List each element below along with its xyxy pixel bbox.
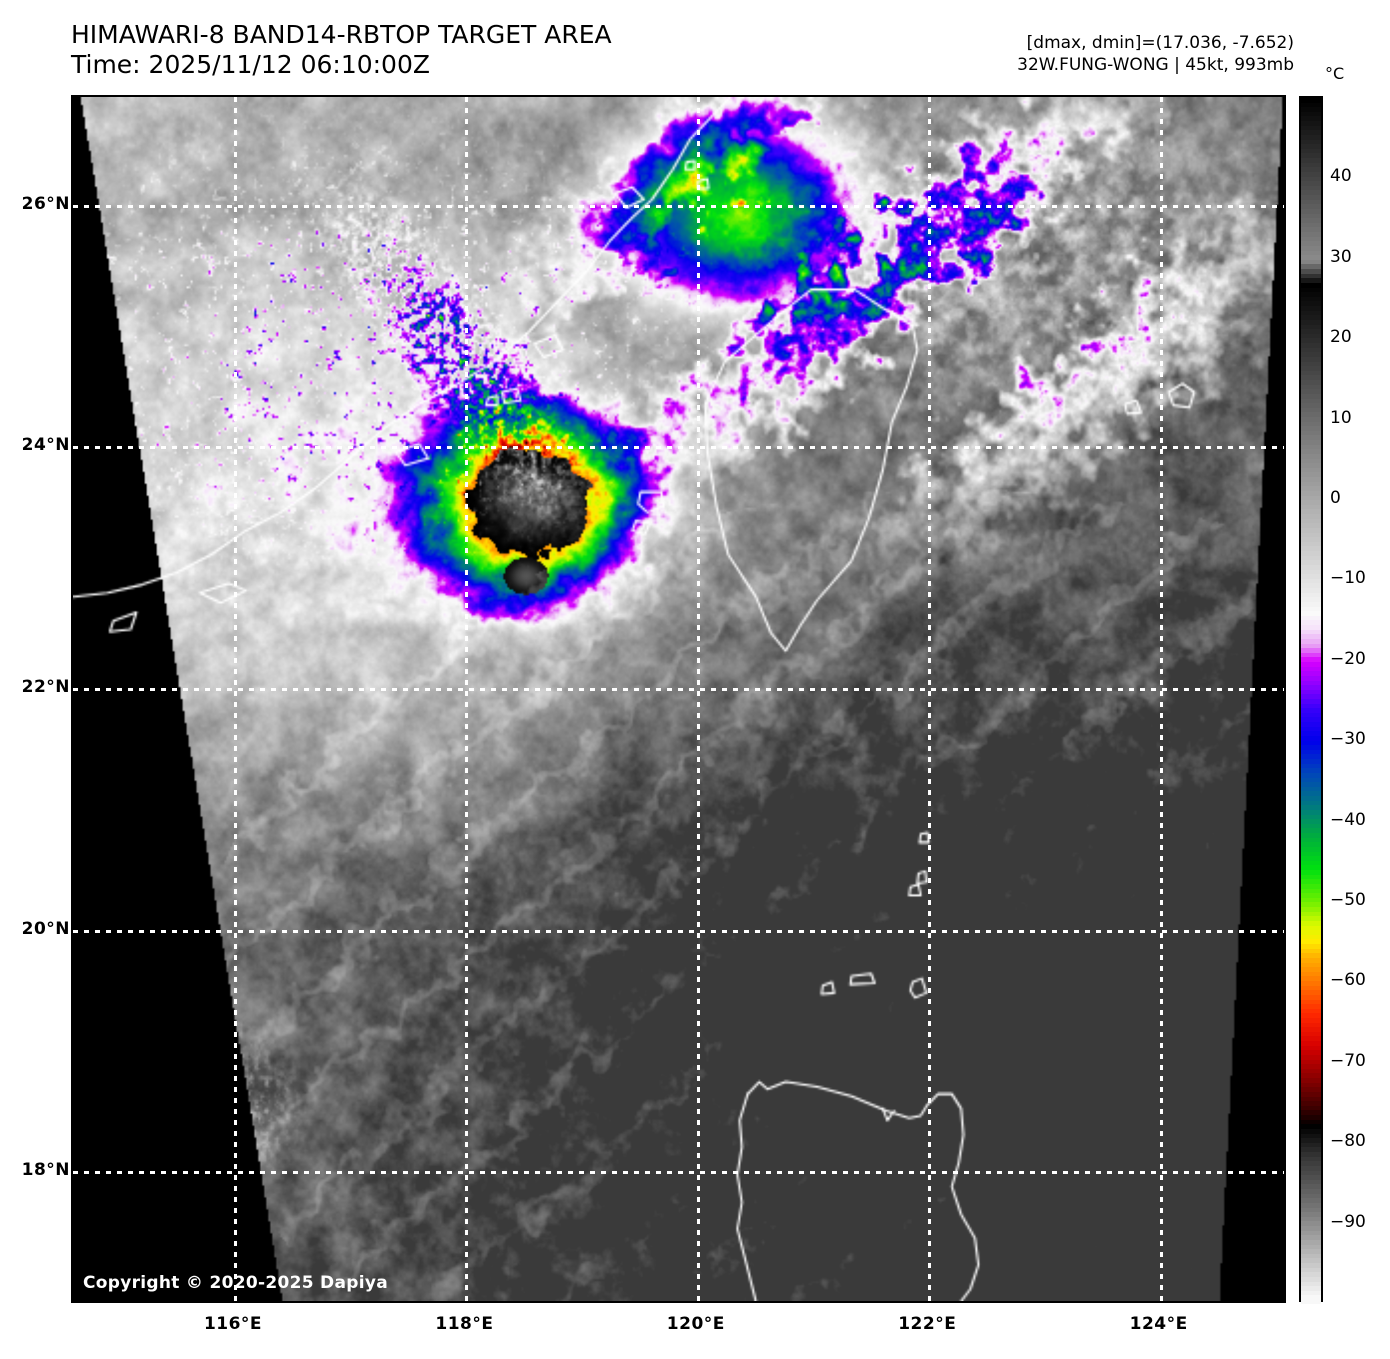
colorbar-tick-label: 20 bbox=[1330, 327, 1352, 348]
lon-tick-label: 116°E bbox=[203, 1314, 263, 1334]
satellite-image-plot[interactable]: Copyright © 2020-2025 Dapiya bbox=[71, 95, 1286, 1303]
lon-tick-label: 120°E bbox=[666, 1314, 725, 1334]
colorbar-tick-label: 10 bbox=[1330, 407, 1352, 428]
colorbar-gradient bbox=[1301, 98, 1321, 1305]
copyright-text: Copyright © 2020-2025 Dapiya bbox=[83, 1273, 388, 1293]
colorbar-tick-label: 0 bbox=[1330, 488, 1341, 508]
page-title: HIMAWARI-8 BAND14-RBTOP TARGET AREA Time… bbox=[71, 20, 612, 80]
colorbar-tick-label: −80 bbox=[1330, 1131, 1366, 1152]
colorbar-tick-label: −60 bbox=[1330, 970, 1366, 991]
lon-tick-label: 118°E bbox=[435, 1314, 494, 1334]
lat-tick-label: 20°N bbox=[21, 918, 70, 939]
satellite-imagery bbox=[73, 97, 1284, 1301]
lat-tick-label: 18°N bbox=[21, 1160, 70, 1181]
lat-tick-label: 22°N bbox=[21, 676, 70, 697]
colorbar-tick-label: 30 bbox=[1330, 246, 1352, 267]
title-time: Time: 2025/11/12 06:10:00Z bbox=[71, 50, 430, 79]
colorbar-unit-label: °C bbox=[1325, 64, 1345, 83]
lon-tick-label: 122°E bbox=[898, 1314, 957, 1334]
colorbar-tick-label: −20 bbox=[1330, 648, 1366, 669]
lon-tick-label: 124°E bbox=[1129, 1314, 1188, 1334]
storm-label: 32W.FUNG-WONG | 45kt, 993mb bbox=[1017, 55, 1294, 75]
colorbar[interactable] bbox=[1299, 96, 1323, 1305]
title-product: HIMAWARI-8 BAND14-RBTOP TARGET AREA bbox=[71, 20, 612, 49]
colorbar-tick-label: −90 bbox=[1330, 1211, 1366, 1232]
colorbar-tick-label: −10 bbox=[1330, 568, 1366, 589]
dmax-dmin-label: [dmax, dmin]=(17.036, -7.652) bbox=[1026, 33, 1294, 53]
colorbar-tick-label: −30 bbox=[1330, 729, 1366, 750]
colorbar-tick-label: −40 bbox=[1330, 809, 1366, 830]
lat-tick-label: 24°N bbox=[21, 435, 70, 456]
colorbar-tick-label: 40 bbox=[1330, 166, 1352, 187]
colorbar-tick-label: −50 bbox=[1330, 890, 1366, 910]
metadata-block: [dmax, dmin]=(17.036, -7.652) 32W.FUNG-W… bbox=[1017, 32, 1294, 76]
colorbar-tick-label: −70 bbox=[1330, 1050, 1366, 1071]
lat-tick-label: 26°N bbox=[21, 193, 70, 214]
